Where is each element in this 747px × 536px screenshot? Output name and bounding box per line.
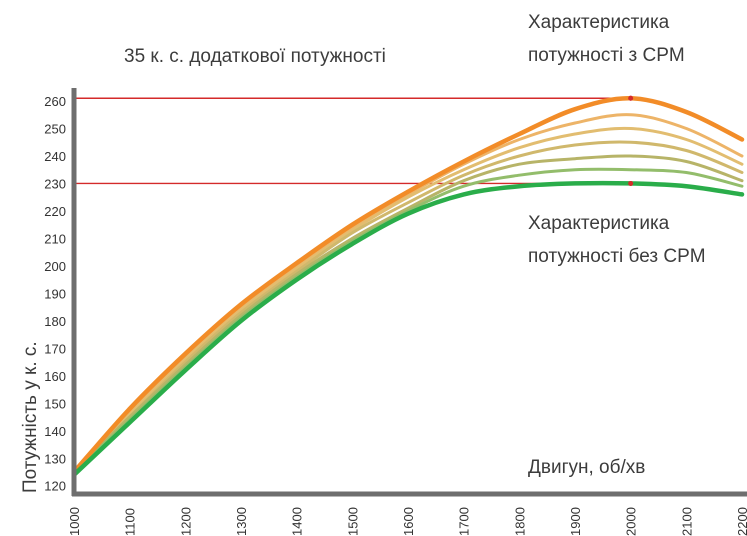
y-axis-label: Потужність у к. с. xyxy=(20,341,41,493)
x-tick-label: 1500 xyxy=(345,507,360,536)
x-tick-label: 1000 xyxy=(67,507,82,536)
reference-point-261 xyxy=(628,95,634,101)
series-line-4 xyxy=(72,140,744,474)
x-tick-label: 1600 xyxy=(401,507,416,536)
reference-point-230 xyxy=(628,180,634,186)
y-tick-label: 120 xyxy=(44,479,66,494)
y-tick-label: 200 xyxy=(44,259,66,274)
x-axis-label: Двигун, об/хв xyxy=(528,457,645,478)
x-tick-labels: 1000 1100 1200 1300 1400 1500 1600 1700 1800 1900… xyxy=(67,507,747,536)
annotation-without-cpm: Характеристика потужності без CPM xyxy=(528,213,706,267)
y-tick-label: 160 xyxy=(44,369,66,384)
axes xyxy=(71,88,747,497)
x-tick-label: 1900 xyxy=(568,507,583,536)
x-tick-label: 2000 xyxy=(624,507,639,536)
y-tick-label: 250 xyxy=(44,121,66,136)
chart-title: 35 к. с. додаткової потужності xyxy=(124,46,386,67)
x-tick-label: 1800 xyxy=(512,507,527,536)
y-tick-label: 230 xyxy=(44,176,66,191)
y-tick-label: 190 xyxy=(44,286,66,301)
series-line-5 xyxy=(72,154,744,474)
y-tick-labels: 120 130 140 150 160 170 180 190 200 210 220 230 240 2… xyxy=(44,94,66,494)
y-tick-label: 240 xyxy=(44,149,66,164)
y-tick-label: 130 xyxy=(44,451,66,466)
y-tick-label: 170 xyxy=(44,341,66,356)
y-tick-label: 260 xyxy=(44,94,66,109)
series-lines xyxy=(71,96,745,478)
x-tick-label: 1100 xyxy=(123,508,138,536)
y-tick-label: 140 xyxy=(44,424,66,439)
y-tick-label: 220 xyxy=(44,204,66,219)
y-tick-label: 210 xyxy=(44,231,66,246)
x-tick-label: 2200 xyxy=(735,507,747,536)
x-tick-label: 2100 xyxy=(679,507,694,536)
y-tick-label: 180 xyxy=(44,314,66,329)
x-tick-label: 1200 xyxy=(178,507,193,536)
x-tick-label: 1700 xyxy=(457,507,472,536)
y-tick-label: 150 xyxy=(44,396,66,411)
annotation-with-cpm: Характеристика потужності з CPM xyxy=(528,12,685,66)
series-line-2 xyxy=(72,113,744,474)
x-tick-label: 1400 xyxy=(290,507,305,536)
x-tick-label: 1300 xyxy=(234,507,249,536)
series-line-3 xyxy=(72,126,744,474)
series-line-1 xyxy=(71,96,745,475)
